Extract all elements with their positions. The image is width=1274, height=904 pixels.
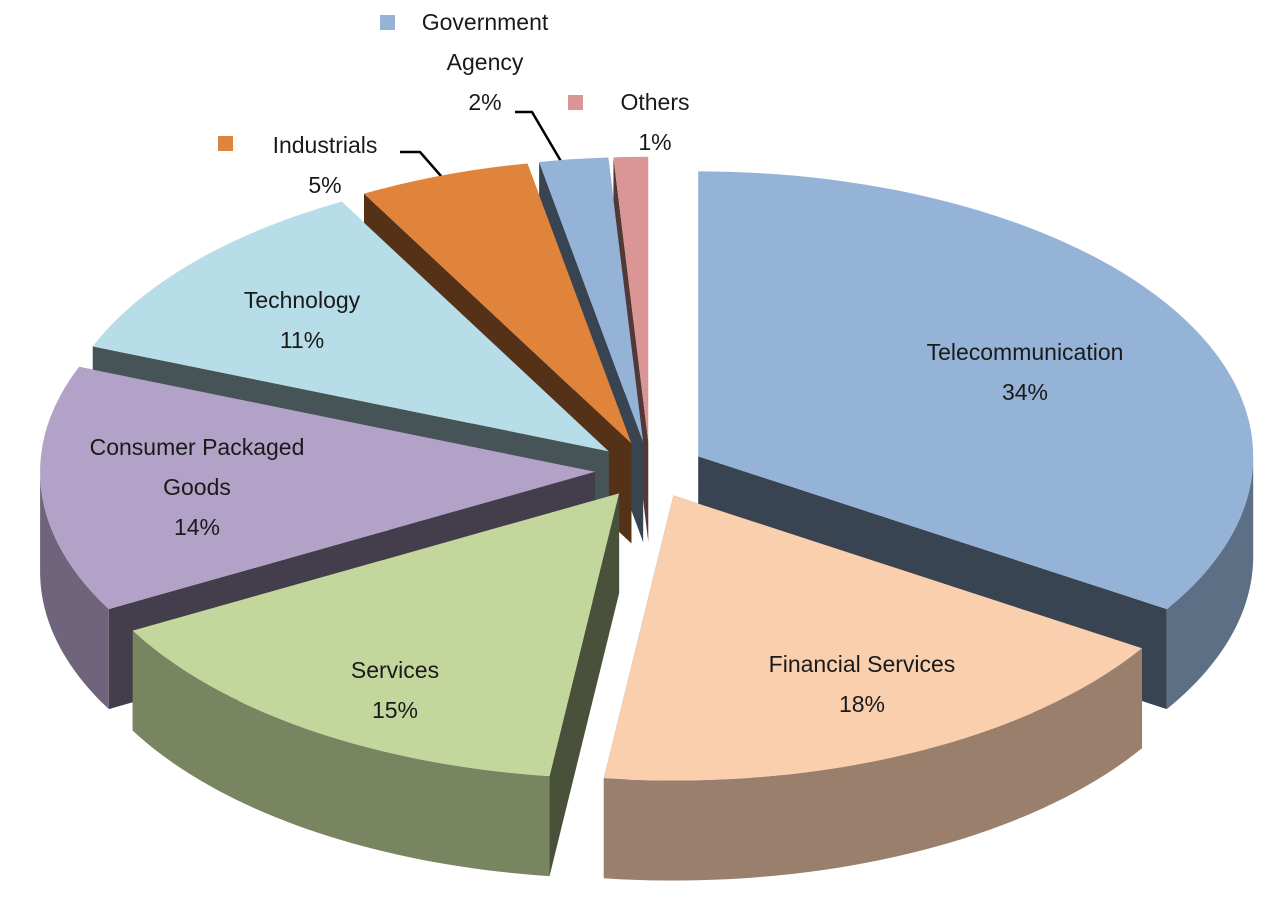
slice-wall (603, 648, 1143, 881)
percent-label: 2% (468, 89, 502, 115)
category-name: Technology (243, 287, 361, 313)
slice-label: Consumer Packaged Goods 14% (87, 427, 307, 547)
category-name: Industrials (272, 132, 378, 158)
slice-label: Services 15% (295, 650, 495, 730)
category-name: Financial Services (768, 651, 956, 677)
pie-slice (603, 495, 1143, 781)
slice-label: Others 1% (595, 82, 715, 162)
category-name: Services (350, 657, 440, 683)
percent-label: 14% (173, 514, 221, 540)
category-name: Consumer Packaged Goods (89, 434, 305, 500)
category-name: Telecommunication (926, 339, 1124, 365)
slice-wall (1166, 456, 1254, 710)
slice-label: Government Agency 2% (405, 2, 565, 122)
slice-wall (40, 471, 109, 710)
pie-slice (132, 493, 620, 777)
category-name: Others (620, 89, 690, 115)
pie-slice (698, 171, 1254, 610)
slice-label: Technology 11% (202, 280, 402, 360)
pie-slice (40, 366, 596, 610)
slice-label: Telecommunication 34% (865, 332, 1185, 412)
pie-slice (613, 156, 649, 442)
pie-slice (363, 163, 632, 444)
pie-slice (92, 201, 609, 452)
pie-slice (539, 157, 644, 442)
percent-label: 1% (638, 129, 672, 155)
leader-line (515, 110, 574, 181)
slice-label: Financial Services 18% (712, 644, 1012, 724)
percent-label: 15% (371, 697, 419, 723)
percent-label: 18% (838, 691, 886, 717)
category-name: Government Agency (421, 9, 549, 75)
legend-key (380, 15, 395, 30)
legend-key (218, 136, 233, 151)
slice-label: Industrials 5% (250, 125, 400, 205)
percent-label: 34% (1001, 379, 1049, 405)
legend-key (568, 95, 583, 110)
slice-wall (132, 630, 550, 877)
percent-label: 5% (308, 172, 342, 198)
percent-label: 11% (279, 327, 325, 353)
